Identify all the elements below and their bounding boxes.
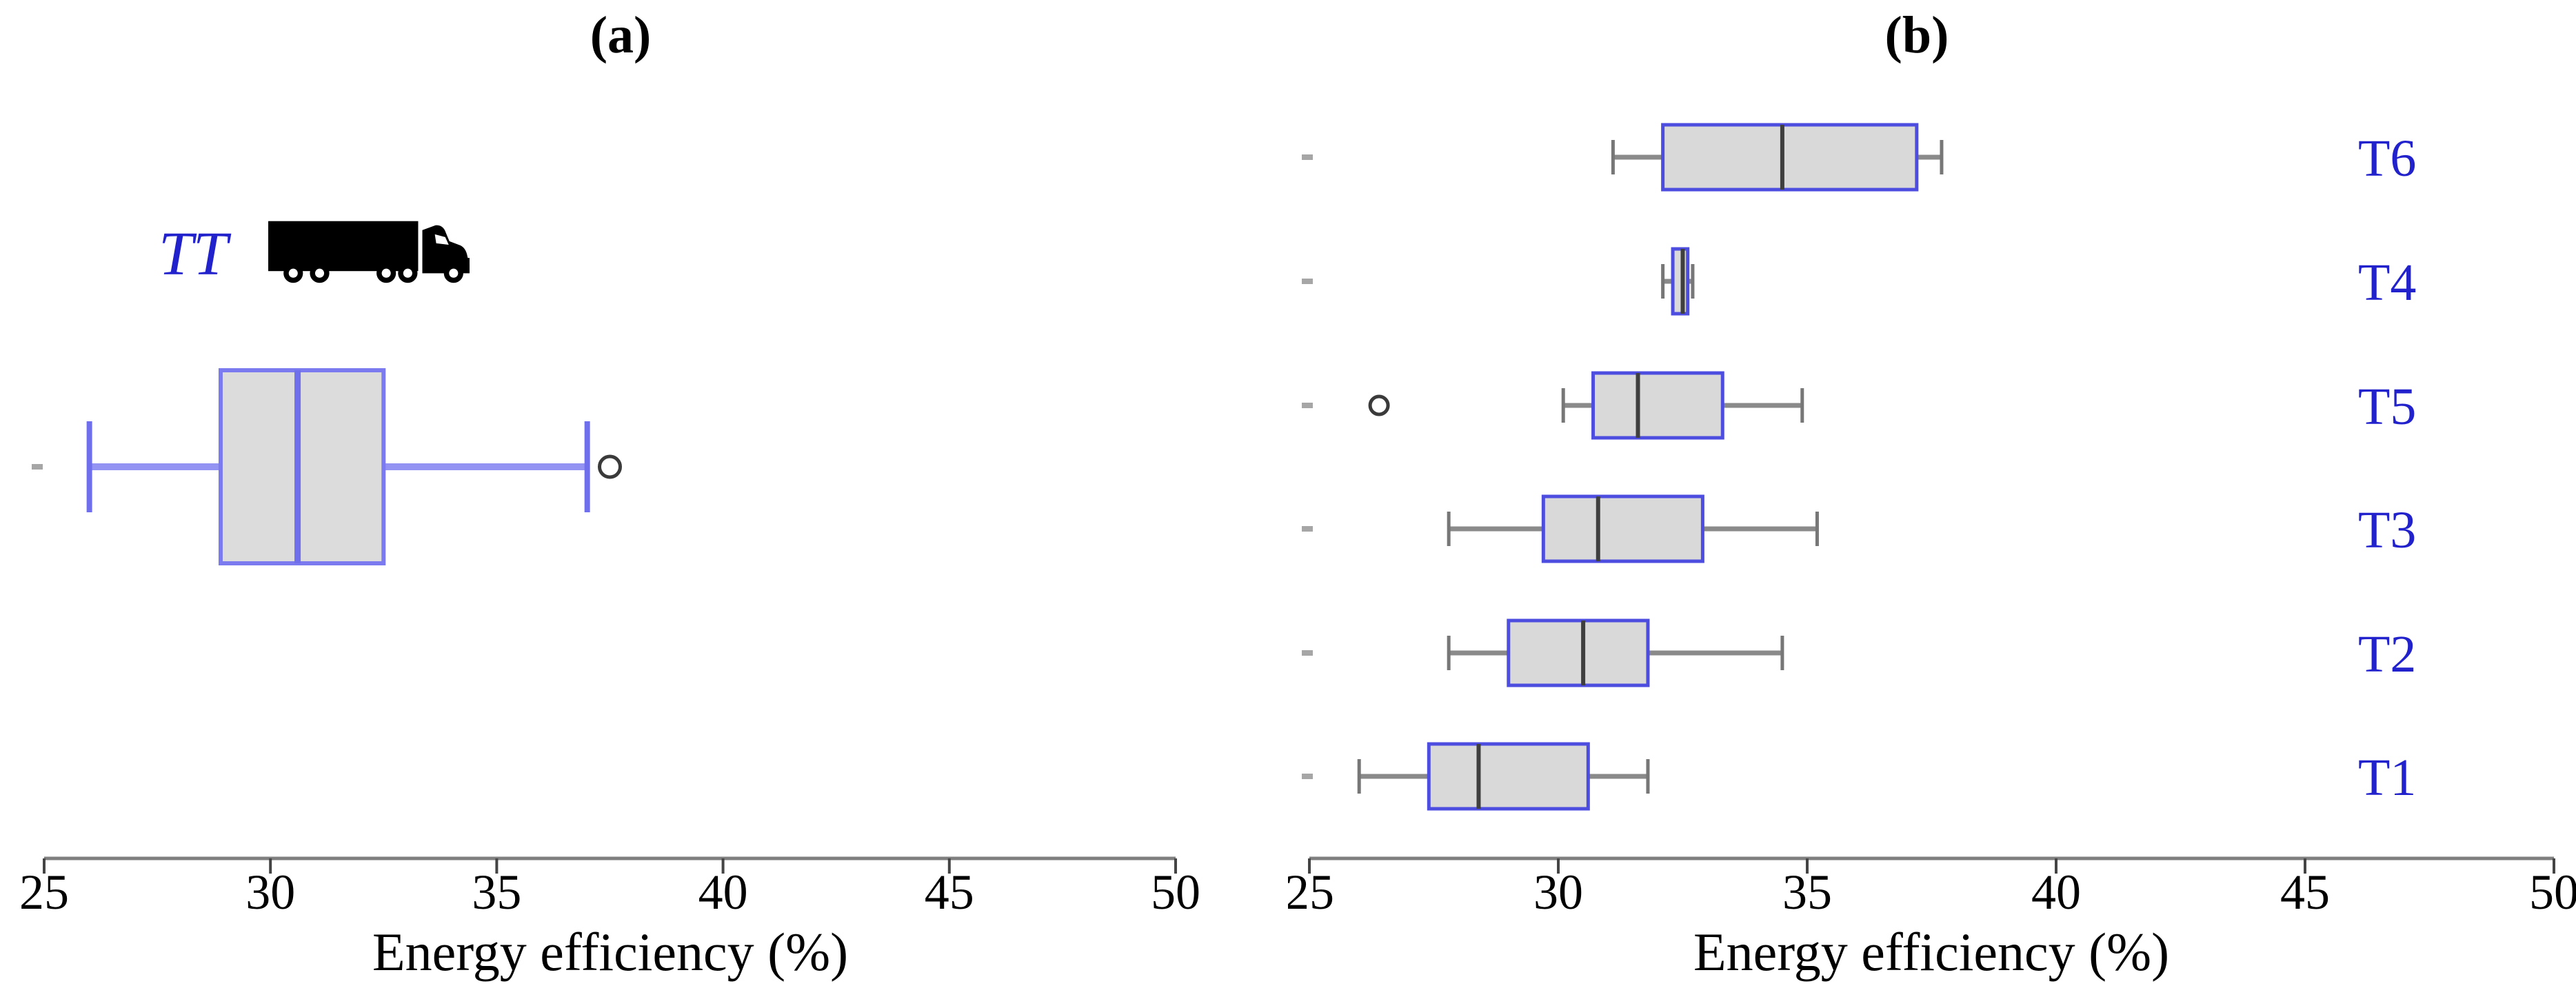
outlier-point-T5: [1368, 394, 1390, 416]
x-axis-tick-label: 30: [1533, 865, 1583, 920]
box-TT: [218, 368, 386, 565]
y-category-tick: [1302, 154, 1313, 160]
series-label-T3: T3: [2358, 501, 2416, 559]
truck-icon: [264, 216, 472, 286]
y-category-tick: [1302, 774, 1313, 779]
x-axis-tick-label: 45: [925, 865, 974, 920]
y-category-tick: [32, 464, 43, 470]
box-T5: [1591, 371, 1724, 440]
series-label-T6: T6: [2358, 130, 2416, 188]
panel-b-axis-label: Energy efficiency (%): [1693, 922, 2170, 982]
x-axis-tick-label: 25: [1288, 865, 1334, 920]
box-T4: [1671, 247, 1690, 316]
x-axis-tick-label: 50: [2529, 865, 2576, 920]
y-category-tick: [1302, 650, 1313, 656]
boxplot-b-svg: 25 30 35 40 45 50 T6 T4 T5 T3 T2 T1: [1288, 123, 2576, 920]
series-label-T1: T1: [2358, 749, 2416, 807]
x-axis-tick-label: 35: [1782, 865, 1832, 920]
x-axis-tick-label: 35: [472, 865, 521, 920]
series-label-T5: T5: [2358, 378, 2416, 436]
series-label-T4: T4: [2358, 254, 2416, 312]
outlier-point-TT: [598, 454, 622, 479]
y-category-tick: [1302, 403, 1313, 408]
truck-icon-svg: [268, 221, 470, 283]
series-label-TT: TT: [159, 220, 232, 288]
panel-a-title: (a): [590, 6, 652, 64]
y-category-tick: [1302, 279, 1313, 284]
panel-a: (a) 25 30 35 40 45 50 TT Energy efficiency (%): [19, 6, 1200, 982]
boxplot-a-svg: 25 30 35 40 45 50 TT: [19, 220, 1200, 920]
panel-a-axis-label: Energy efficiency (%): [372, 922, 849, 982]
truck-wheels: [283, 263, 463, 283]
x-axis-tick-label: 25: [19, 865, 69, 920]
x-axis-tick-label: 50: [1151, 865, 1200, 920]
box-T3: [1541, 494, 1704, 563]
series-label-T2: T2: [2358, 625, 2416, 683]
box-T2: [1507, 618, 1650, 687]
x-axis-tick-label: 40: [2031, 865, 2081, 920]
box-T1: [1427, 742, 1590, 811]
x-axis-tick-label: 45: [2280, 865, 2330, 920]
panel-b-title: (b): [1884, 6, 1949, 64]
box-T6: [1661, 123, 1919, 192]
y-category-tick: [1302, 526, 1313, 532]
x-axis-tick-label: 30: [245, 865, 295, 920]
panel-b: (b) 25 30 35 40 45 50 T6 T4 T5 T3 T2 T1 Energy effi…: [1288, 0, 2576, 997]
x-axis-tick-label: 40: [698, 865, 748, 920]
